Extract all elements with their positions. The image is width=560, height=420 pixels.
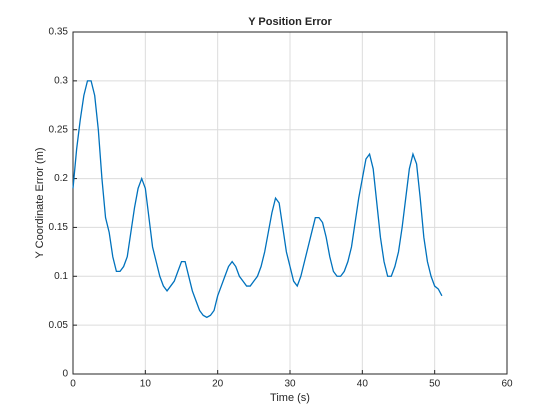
x-tick-label: 50 — [429, 379, 441, 390]
y-tick-label: 0.35 — [49, 27, 69, 38]
x-tick-label: 40 — [357, 379, 369, 390]
y-tick-label: 0.05 — [49, 320, 69, 331]
data-line — [72, 80, 443, 319]
y-tick-label: 0 — [62, 369, 68, 380]
chart-title: Y Position Error — [248, 16, 332, 28]
plot-frame — [72, 31, 508, 375]
y-tick-label: 0.1 — [54, 271, 68, 282]
y-tick-label: 0.25 — [49, 124, 69, 135]
y-tick-label: 0.2 — [54, 173, 68, 184]
x-tick-label: 30 — [284, 379, 296, 390]
y-tick-label: 0.15 — [49, 222, 69, 233]
x-axis-label: Time (s) — [270, 392, 310, 404]
x-tick-label: 20 — [212, 379, 224, 390]
y-axis-label: Y Coordinate Error (m) — [34, 147, 46, 258]
x-tick-label: 60 — [501, 379, 513, 390]
x-tick-label: 10 — [140, 379, 152, 390]
y-tick-label: 0.3 — [54, 75, 68, 86]
x-tick-label: 0 — [70, 379, 76, 390]
